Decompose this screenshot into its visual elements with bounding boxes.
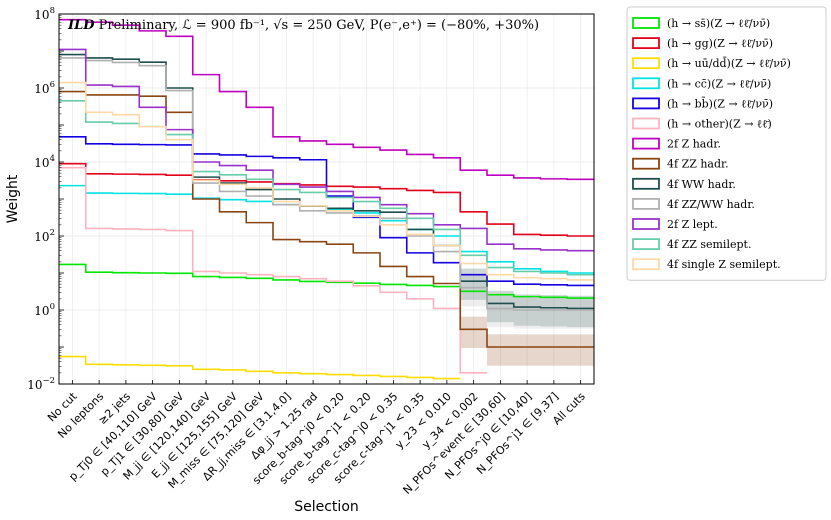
legend-entry: 4f ZZ hadr. xyxy=(667,158,729,171)
legend-swatch xyxy=(632,17,660,29)
legend-swatch xyxy=(632,37,660,49)
uncertainty-band xyxy=(567,297,594,329)
uncertainty-band xyxy=(513,297,541,329)
uncertainty-band xyxy=(567,334,594,366)
y-tick-label: 106 xyxy=(34,80,55,96)
legend-swatch xyxy=(632,218,660,230)
legend-entry: 4f ZZ semilept. xyxy=(667,238,751,251)
legend-entry: (h → ss̄)(Z → ℓℓ̄/νν̄) xyxy=(667,17,770,30)
legend-swatch xyxy=(632,157,660,170)
y-tick-label: 102 xyxy=(34,228,55,244)
series-line-9 xyxy=(59,57,594,311)
legend-swatch xyxy=(632,57,660,70)
legend-box xyxy=(626,6,827,281)
legend-swatch xyxy=(632,177,660,190)
series-line-5 xyxy=(59,166,487,374)
legend-entry: 4f WW hadr. xyxy=(667,178,736,191)
legend-entry: 2f Z hadr. xyxy=(667,138,721,151)
legend-swatch xyxy=(632,137,660,150)
legend-entry: (h → cc̄)(Z → ℓℓ̄/νν̄) xyxy=(667,77,771,90)
title-rest: Preliminary, ℒ = 900 fb⁻¹, √s = 250 GeV,… xyxy=(95,18,540,33)
uncertainty-band xyxy=(567,295,594,328)
series-line-7 xyxy=(59,90,594,348)
series-line-12 xyxy=(59,81,594,281)
legend-entry: (h → bb̄)(Z → ℓℓ̄/νν̄) xyxy=(667,97,773,110)
series-line-2 xyxy=(59,355,461,380)
uncertainty-band xyxy=(487,334,514,366)
y-axis-ticks: 10−2 100 102 104 106 108 xyxy=(27,6,64,392)
legend-swatch xyxy=(632,97,660,110)
uncertainty-band xyxy=(460,268,487,300)
legend-swatch xyxy=(632,258,660,271)
y-tick-label: 10−2 xyxy=(27,376,55,392)
series-lines xyxy=(59,18,594,380)
series-line-6 xyxy=(59,18,594,181)
legend-entry: 4f ZZ/WW hadr. xyxy=(667,198,755,211)
uncertainty-band xyxy=(540,334,568,366)
series-line-4 xyxy=(59,135,594,287)
uncertainty-band xyxy=(540,297,568,329)
legend-swatch xyxy=(632,117,660,130)
uncertainty-band xyxy=(460,316,487,349)
y-axis-label: Weight xyxy=(5,174,21,223)
series-line-10 xyxy=(59,48,594,252)
y-tick-label: 104 xyxy=(34,154,55,170)
uncertainty-band xyxy=(513,334,541,366)
legend-entry: (h → gg)(Z → ℓℓ̄/νν̄) xyxy=(667,37,773,50)
legend-entry: (h → other)(Z → ℓℓ̄) xyxy=(667,118,772,131)
legend-swatch xyxy=(632,238,660,251)
uncertainty-band xyxy=(487,295,514,328)
chart-title: ILD Preliminary, ℒ = 900 fb⁻¹, √s = 250 … xyxy=(67,18,539,33)
legend-entry: 4f single Z semilept. xyxy=(667,258,781,271)
uncertainty-band xyxy=(487,290,514,323)
legend-entry: (h → uū/dd̄)(Z → ℓℓ̄/νν̄) xyxy=(667,57,791,70)
legend: (h → ss̄)(Z → ℓℓ̄/νν̄) (h → gg)(Z → ℓℓ̄/ν… xyxy=(626,6,827,281)
x-axis-label: Selection xyxy=(294,499,359,515)
y-tick-label: 100 xyxy=(34,302,55,318)
y-tick-label: 108 xyxy=(34,6,55,22)
title-bold: ILD xyxy=(67,18,95,33)
legend-swatch xyxy=(632,197,660,210)
legend-entry: 2f Z lept. xyxy=(667,218,718,231)
legend-swatch xyxy=(632,77,660,90)
